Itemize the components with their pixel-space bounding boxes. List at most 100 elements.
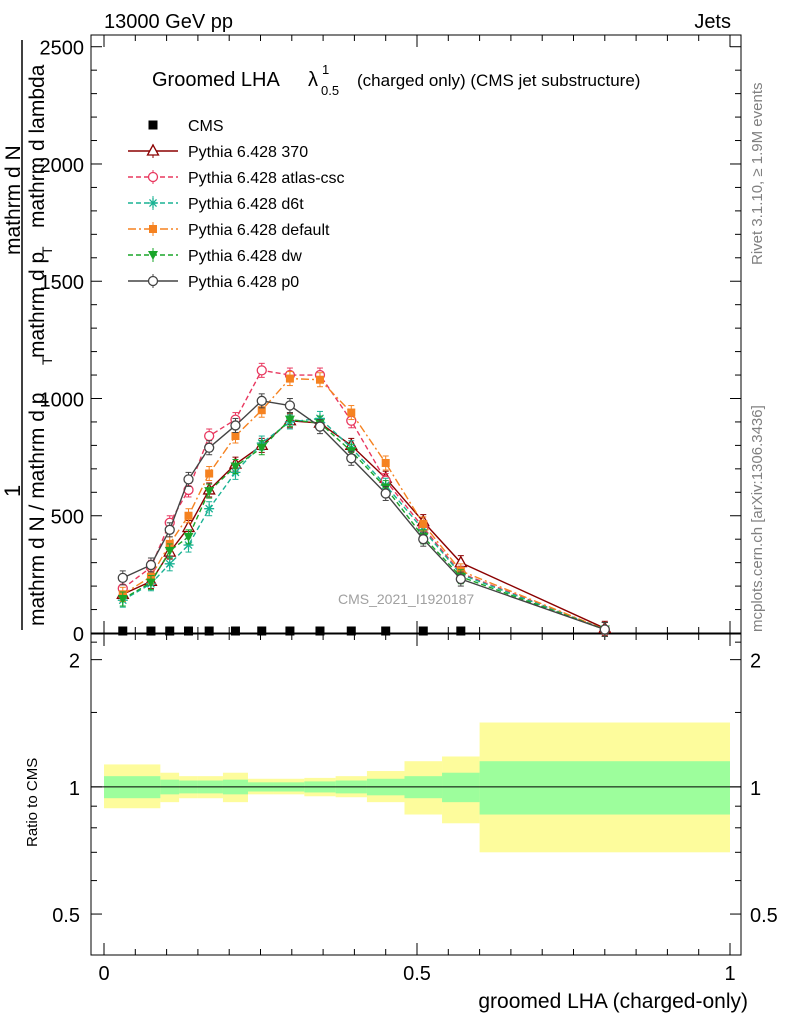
chart-title-rest: (charged only) (CMS jet substructure) xyxy=(357,71,640,90)
ratio-plot-frame xyxy=(90,633,742,956)
chart-title-sub: 0.5 xyxy=(321,83,339,98)
series-point xyxy=(145,578,156,588)
x-tick-label: 0.5 xyxy=(403,963,431,985)
cms-point xyxy=(146,626,156,636)
series-point xyxy=(117,572,128,584)
series-point xyxy=(347,408,356,417)
ratio-y-tick-label-left: 1 xyxy=(69,778,80,800)
legend-label: CMS xyxy=(188,118,224,135)
legend-label: Pythia 6.428 370 xyxy=(188,144,308,161)
y-label-sub-t-1: T xyxy=(39,356,55,365)
cms-point xyxy=(346,626,356,636)
cms-point xyxy=(315,626,325,636)
legend-entry: Pythia 6.428 default xyxy=(128,222,330,239)
y-tick-label: 2500 xyxy=(40,38,85,60)
y-label-dpt: mathrm d p xyxy=(26,252,49,358)
header-energy-label: 13000 GeV pp xyxy=(104,11,233,33)
series-point xyxy=(205,469,214,478)
series-point xyxy=(204,503,215,514)
y-tick-label: 0 xyxy=(73,624,84,646)
legend-marker xyxy=(147,171,159,183)
series-point xyxy=(256,443,267,453)
x-axis-label: groomed LHA (charged-only) xyxy=(478,990,748,1013)
analysis-watermark: CMS_2021_I1920187 xyxy=(338,591,474,607)
ratio-inner-band xyxy=(479,761,730,815)
series-point xyxy=(256,365,267,376)
legend-entry: Pythia 6.428 370 xyxy=(128,143,308,161)
legend-entry: Pythia 6.428 atlas-csc xyxy=(128,170,345,187)
series-point xyxy=(599,624,610,635)
y-tick-label: 1000 xyxy=(40,389,85,411)
ratio-y-tick-label-right: 2 xyxy=(750,651,761,673)
ratio-y-axis-label: Ratio to CMS xyxy=(24,758,41,847)
legend-marker xyxy=(148,198,158,208)
series-point xyxy=(455,573,466,585)
legend-label: Pythia 6.428 p0 xyxy=(188,274,299,291)
series-point xyxy=(314,421,326,432)
legend: CMS Pythia 6.428 370 Pythia 6.428 atlas-cs… xyxy=(128,118,345,291)
rivet-label: Rivet 3.1.10, ≥ 1.9M events xyxy=(749,83,766,266)
series-point xyxy=(145,559,157,571)
legend-entry: Pythia 6.428 p0 xyxy=(128,274,299,291)
y-label-denominator: mathrm d N / mathrm d p xyxy=(26,393,49,626)
series-point xyxy=(183,474,194,485)
series-point xyxy=(284,400,296,411)
cms-point xyxy=(418,626,428,636)
cms-point xyxy=(230,626,240,636)
series-point xyxy=(183,532,194,542)
legend-entry: Pythia 6.428 d6t xyxy=(128,196,304,213)
series-point xyxy=(183,540,194,551)
cms-point xyxy=(285,626,295,636)
legend-label: Pythia 6.428 dw xyxy=(188,248,302,265)
x-tick-label: 0 xyxy=(98,963,109,985)
chart-title-main: Groomed LHA xyxy=(152,69,280,91)
cms-point xyxy=(381,626,391,636)
mc-series-group xyxy=(116,362,612,637)
mcplots-label: mcplots.cern.ch [arXiv:1306.3436] xyxy=(749,405,766,632)
series-point xyxy=(204,442,215,453)
y-label-dlambda: mathrm d lambda xyxy=(26,64,49,228)
series-point xyxy=(381,458,390,467)
series-point xyxy=(231,432,240,441)
series-point xyxy=(117,594,128,604)
chart-title-symbol: λ xyxy=(308,69,318,91)
series-line xyxy=(122,377,606,631)
y-tick-label: 2000 xyxy=(40,155,85,177)
series-point xyxy=(230,462,241,472)
ratio-y-tick-label-right: 1 xyxy=(750,778,761,800)
cms-point xyxy=(118,626,128,636)
ratio-y-tick-label-right: 0.5 xyxy=(750,905,778,927)
legend-marker xyxy=(148,120,158,130)
legend-label: Pythia 6.428 atlas-csc xyxy=(188,170,345,187)
series-point xyxy=(164,546,175,556)
y-label-sub-t-2: T xyxy=(39,246,55,255)
series-point xyxy=(418,534,429,545)
y-tick-label: 500 xyxy=(51,507,84,529)
series-point xyxy=(419,519,428,528)
cms-point xyxy=(184,626,194,636)
x-tick-label: 1 xyxy=(724,963,735,985)
series-point xyxy=(315,375,324,384)
cms-point xyxy=(257,626,267,636)
legend-entry: CMS xyxy=(148,118,224,135)
legend-label: Pythia 6.428 default xyxy=(188,222,330,239)
series-point xyxy=(204,430,215,442)
series-point xyxy=(204,487,215,497)
ratio-y-tick-label-left: 0.5 xyxy=(52,905,80,927)
y-tick-label: 1500 xyxy=(40,272,85,294)
series-point xyxy=(346,453,357,464)
series-point xyxy=(164,524,175,535)
cms-data-points xyxy=(118,626,466,636)
series-point xyxy=(257,406,266,415)
series-point xyxy=(285,374,294,383)
header-jets-label: Jets xyxy=(694,11,731,33)
y-label-numerator-dn: mathrm d N xyxy=(2,145,25,255)
series-line xyxy=(122,369,606,631)
legend-marker xyxy=(149,225,157,233)
axis-ticks: 0 500 1000 1500 2000 2500 0 0.5 1 0.5 0.5 1 1 2 2 xyxy=(40,35,778,985)
legend-marker xyxy=(147,275,159,287)
series-line xyxy=(122,400,606,631)
main-y-axis-label: 1 mathrm d N / mathrm d p T mathrm d N m… xyxy=(0,40,55,630)
ratio-inner-band xyxy=(442,772,480,803)
